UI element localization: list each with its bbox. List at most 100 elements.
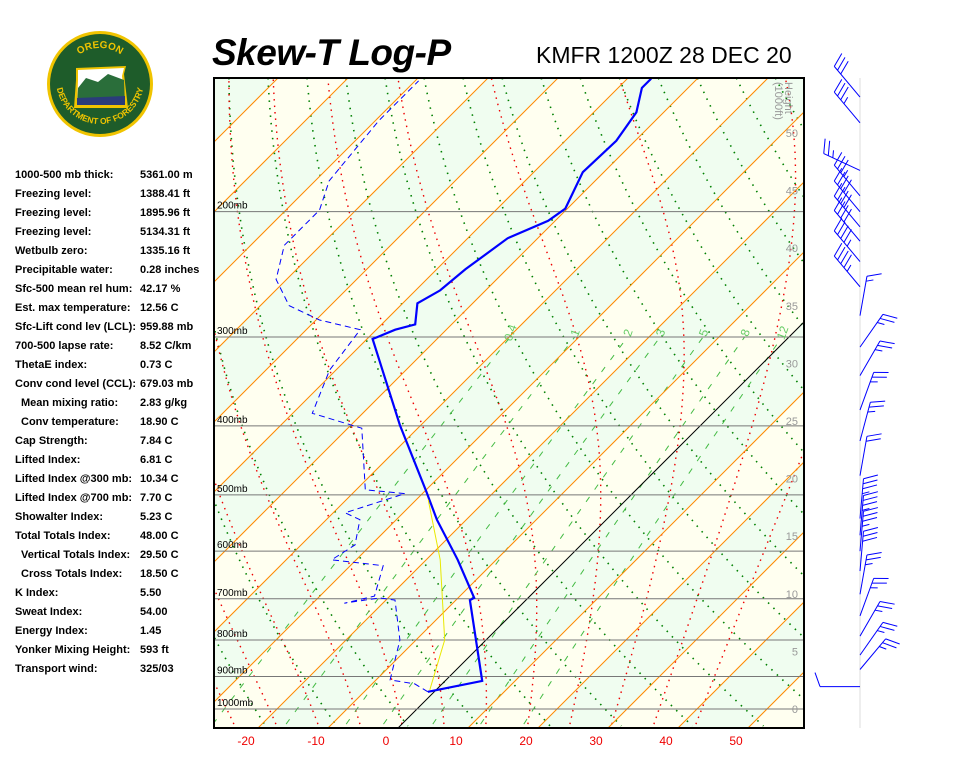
wind-barb-half-feather	[843, 96, 849, 104]
wind-barb-staff	[859, 495, 864, 536]
wind-barb	[833, 167, 861, 213]
isotherm	[467, 391, 804, 728]
stat-value: 7.70 C	[140, 492, 173, 504]
wind-barb-feather	[837, 246, 846, 261]
stat-value: 679.03 mb	[140, 378, 194, 390]
wind-barb-half-feather	[846, 264, 852, 272]
stat-label: Lifted Index:	[15, 454, 81, 466]
dry-adiabat	[62, 78, 194, 726]
wind-barb	[833, 183, 861, 228]
isotherm	[0, 78, 208, 728]
wind-barb-feather	[840, 159, 849, 174]
wind-barb-feather	[865, 556, 881, 561]
stat-label: 700-500 lapse rate:	[15, 340, 114, 352]
wind-barb-feather	[863, 491, 878, 496]
stat-value: 29.50 C	[140, 549, 179, 561]
wind-barb-feather	[879, 340, 895, 345]
wind-barb-half-feather	[874, 349, 883, 352]
stat-label: Lifted Index @300 mb:	[15, 473, 133, 485]
wind-barb-feather	[843, 179, 852, 193]
x-tick-label: 0	[383, 734, 390, 748]
wind-barb	[859, 400, 886, 442]
oregon-department-of-forestry-logo: OREGON DEPARTMENT OF FORESTRY	[47, 31, 153, 137]
wind-barb-half-feather	[843, 170, 849, 177]
stat-value: 42.17 %	[140, 283, 181, 295]
wind-barb-feather	[879, 317, 895, 323]
wind-barb-staff	[859, 314, 884, 348]
height-axis-label: Height	[782, 82, 794, 114]
temperature-band	[214, 112, 804, 728]
wind-barb-staff	[859, 601, 881, 637]
plot-frame	[213, 77, 805, 729]
dry-adiabat	[893, 78, 960, 726]
stat-value: 325/03	[140, 663, 174, 675]
stat-label: Mean mixing ratio:	[21, 397, 119, 409]
wind-barb-feather	[882, 642, 897, 649]
wind-barb-feather	[862, 512, 878, 517]
stat-value: 2.83 g/kg	[140, 397, 188, 409]
mixing-ratio-label: 2	[620, 327, 636, 338]
mixing-ratio-line	[285, 336, 576, 725]
wind-barb-feather	[823, 138, 826, 154]
height-tick-label: 10	[786, 589, 798, 601]
wind-barb	[859, 433, 882, 476]
wind-barb-feather	[840, 190, 849, 205]
mixing-ratio-label: 0.4	[501, 322, 520, 343]
mixing-ratio-line	[345, 336, 628, 725]
stat-label: Freezing level:	[15, 226, 92, 238]
wind-barb-feather	[840, 60, 849, 75]
height-tick-label: 50	[786, 128, 798, 140]
stat-label: Conv temperature:	[21, 416, 119, 428]
station-time-label: KMFR 1200Z 28 DEC 20	[536, 42, 792, 68]
height-axis-units: (1000ft)	[772, 82, 784, 120]
wind-barb	[859, 340, 895, 376]
moist-adiabat	[653, 78, 797, 725]
wind-barb-feather	[840, 205, 849, 219]
isobar-label: 1000mb	[217, 698, 254, 709]
wind-barb	[833, 217, 861, 262]
isobar-label: 200mb	[217, 201, 248, 212]
mixing-ratio-label: 8	[738, 327, 754, 338]
wind-barb-staff	[833, 66, 861, 98]
isotherm	[537, 461, 804, 728]
svg-text:OREGON: OREGON	[75, 40, 125, 57]
stat-value: 18.50 C	[140, 568, 179, 580]
stat-label: Vertical Totals Index:	[21, 549, 131, 561]
stat-label: Cap Strength:	[15, 435, 88, 447]
wind-barb-feather	[837, 171, 846, 186]
temperature-band	[818, 78, 960, 728]
wind-barb	[859, 507, 878, 552]
height-tick-label: 40	[786, 243, 798, 255]
wind-barb-feather	[863, 474, 878, 480]
isobar-label: 800mb	[217, 629, 248, 640]
stat-value: 1335.16 ft	[140, 245, 191, 257]
isotherm	[327, 251, 804, 728]
wind-barb-staff	[859, 276, 868, 316]
wind-barb-feather	[862, 531, 878, 537]
wind-barb	[823, 138, 861, 171]
stat-value: 0.28 inches	[140, 264, 200, 276]
wind-barb-staff	[833, 195, 861, 228]
x-tick-label: 10	[449, 734, 463, 748]
wind-barb-feather	[837, 155, 846, 170]
stat-label: Energy Index:	[15, 625, 88, 637]
isotherm	[0, 78, 138, 728]
wind-barb	[814, 672, 860, 688]
mixing-ratio-label: 1	[567, 327, 583, 338]
stat-value: 10.34 C	[140, 473, 179, 485]
wind-barb	[833, 243, 861, 288]
stat-value: 1.45	[140, 625, 162, 637]
wind-barb-half-feather	[877, 630, 885, 633]
zero-isotherm	[397, 321, 804, 728]
wind-barb-feather	[840, 86, 849, 101]
mixing-ratio-label: 5	[696, 327, 712, 338]
stat-value: 18.90 C	[140, 416, 179, 428]
stat-label: Freezing level:	[15, 207, 92, 219]
wind-barb-staff	[833, 180, 861, 213]
wind-barb-staff	[833, 164, 861, 197]
x-tick-label: 30	[589, 734, 603, 748]
stat-label: Showalter Index:	[15, 511, 104, 523]
mixing-ratio-line	[383, 336, 661, 725]
wind-barb-feather	[833, 183, 843, 197]
stat-value: 6.81 C	[140, 454, 173, 466]
